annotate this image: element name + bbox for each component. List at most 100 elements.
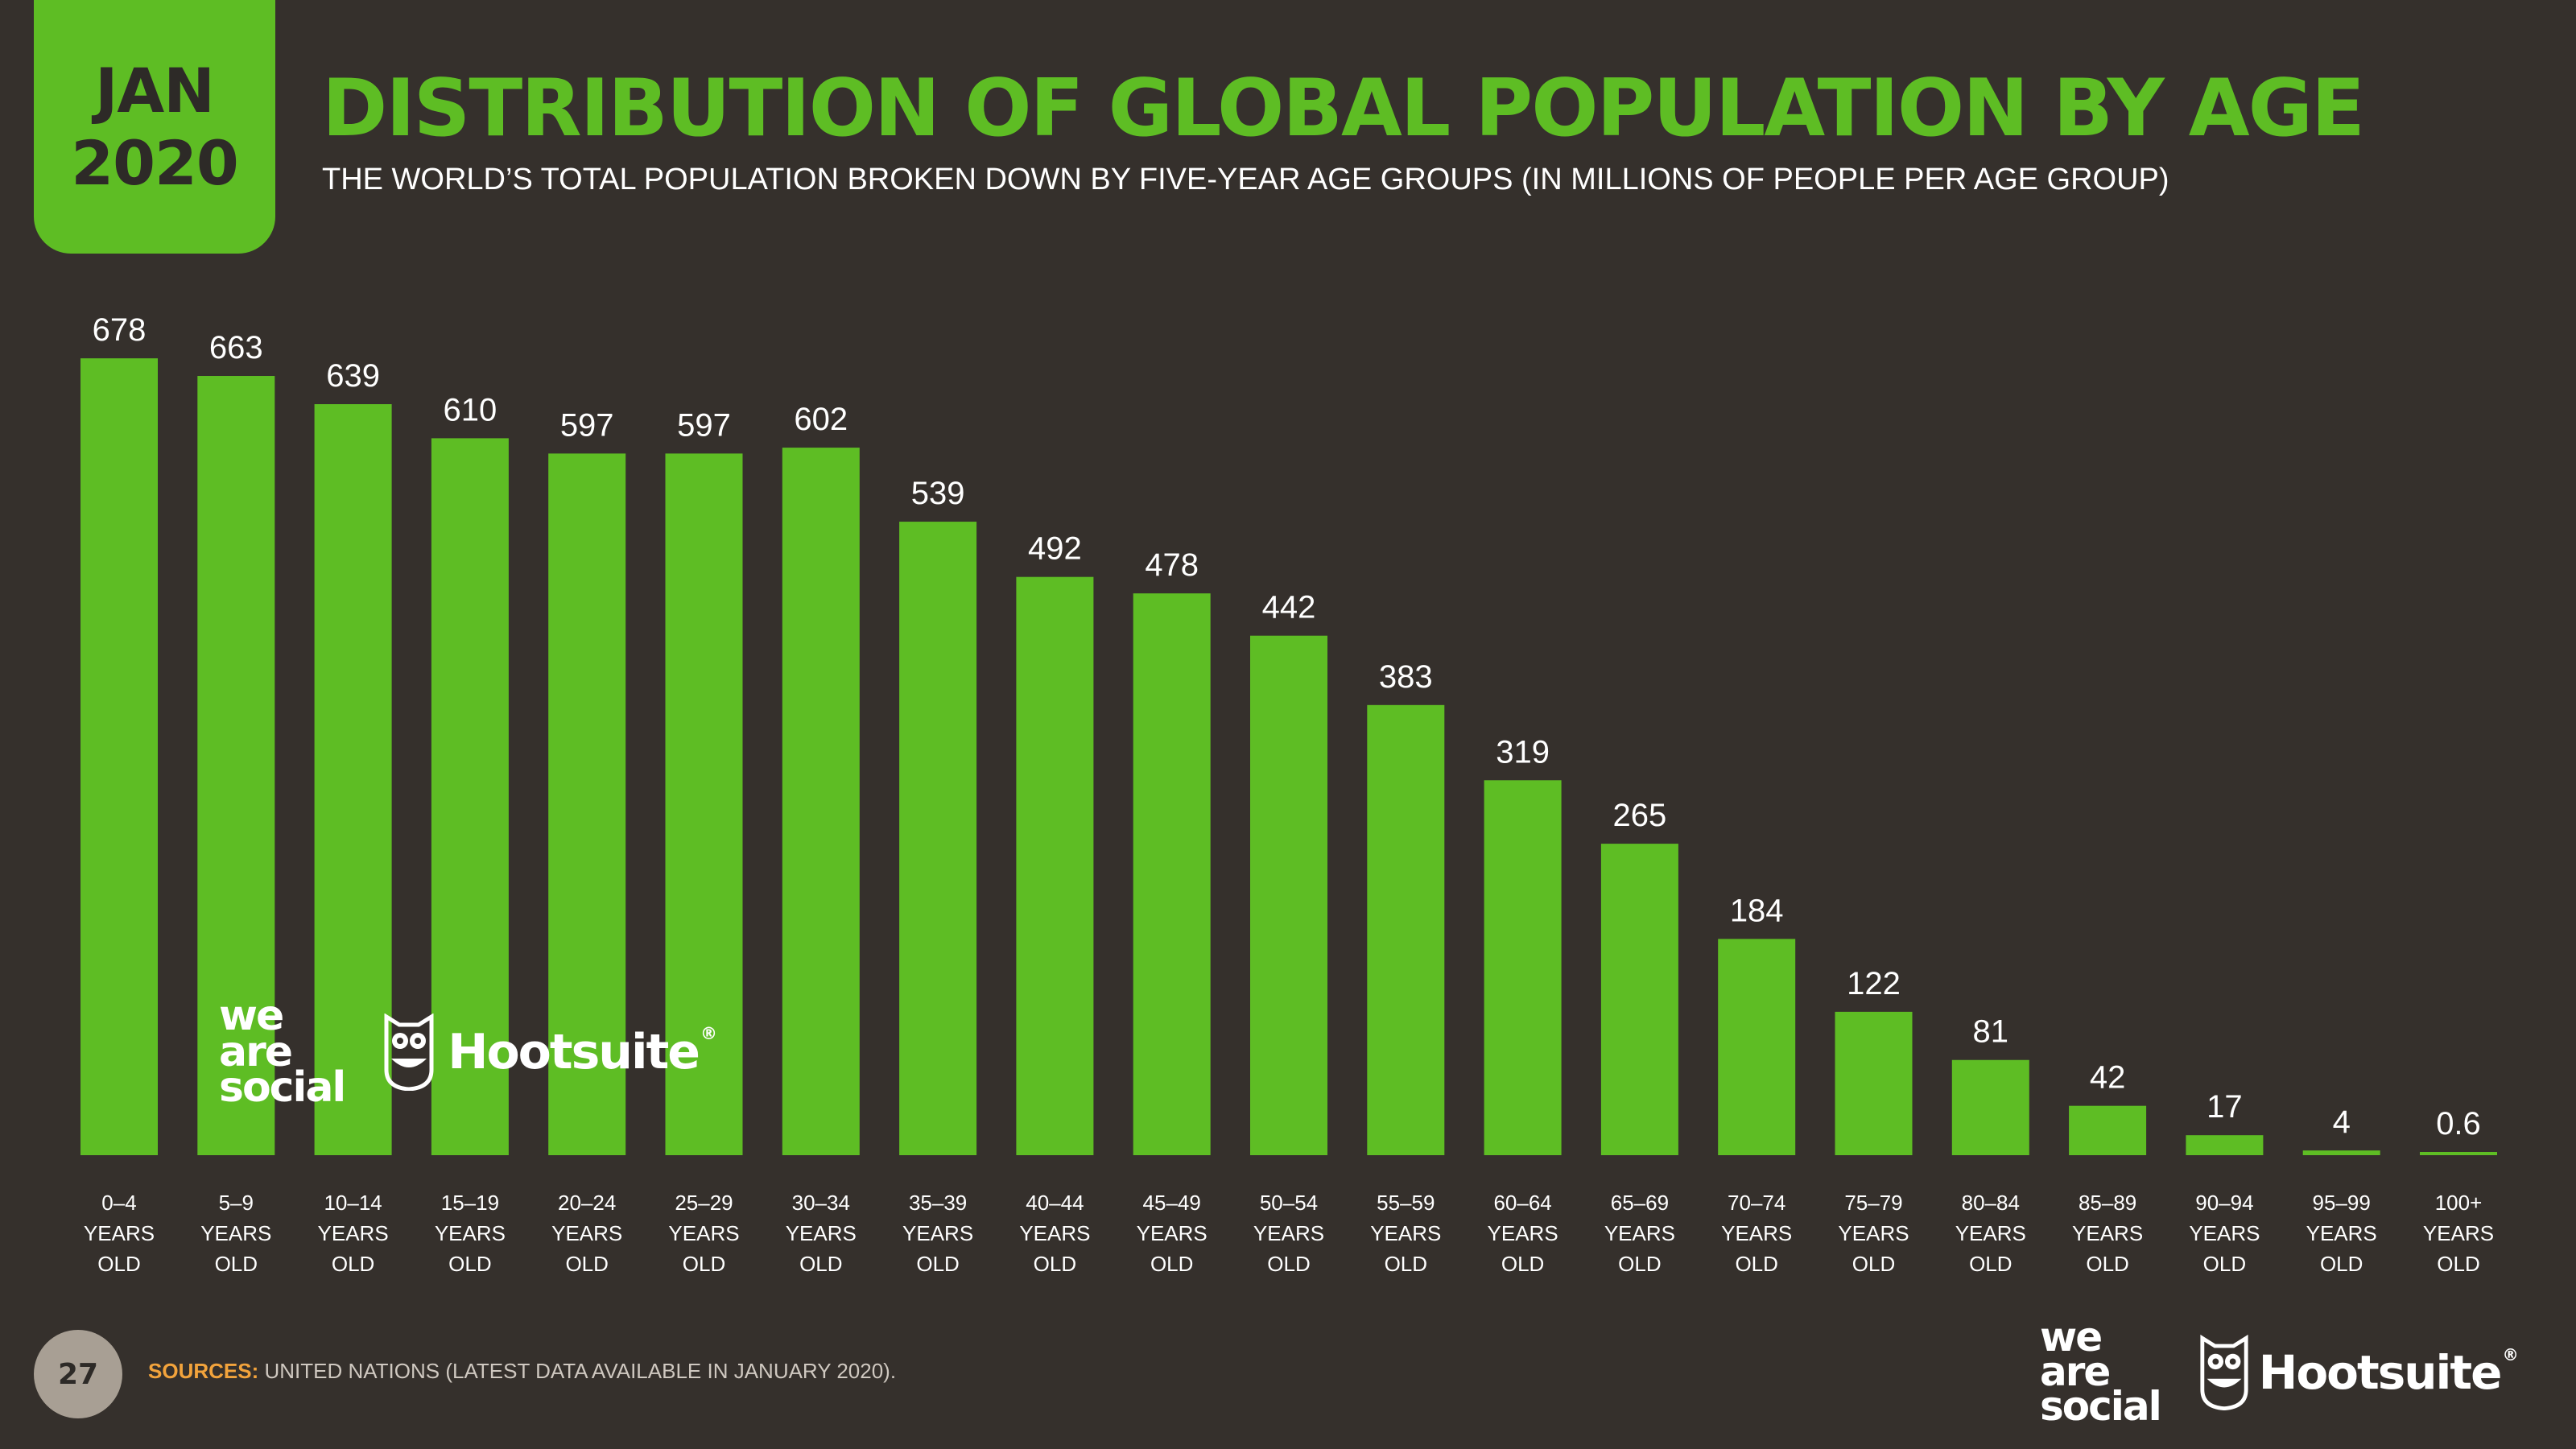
bar-5 <box>665 453 743 1155</box>
tick-label-18-2: OLD <box>2203 1252 2246 1276</box>
tick-label-12-1: YEARS <box>1488 1221 1558 1245</box>
sources-text: UNITED NATIONS (LATEST DATA AVAILABLE IN… <box>264 1359 897 1383</box>
tick-label-7-0: 35–39 <box>909 1191 967 1215</box>
date-month: JAN <box>95 54 215 126</box>
data-label-1: 663 <box>209 330 263 365</box>
tick-label-19-0: 95–99 <box>2313 1191 2371 1215</box>
tick-label-17-0: 85–89 <box>2079 1191 2136 1215</box>
data-label-17: 42 <box>2090 1060 2126 1096</box>
tick-label-9-0: 45–49 <box>1143 1191 1201 1215</box>
tick-label-9-1: YEARS <box>1137 1221 1208 1245</box>
page-number-badge: 27 <box>34 1330 122 1418</box>
date-tab: JAN 2020 <box>34 0 275 254</box>
bar-19 <box>2302 1150 2380 1155</box>
hootsuite-logo: Hootsuite® <box>448 1024 717 1081</box>
tick-label-12-0: 60–64 <box>1493 1191 1551 1215</box>
tick-label-14-2: OLD <box>1735 1252 1777 1276</box>
tick-label-19-2: OLD <box>2320 1252 2363 1276</box>
tick-label-16-0: 80–84 <box>1962 1191 2020 1215</box>
tick-label-1-1: YEARS <box>200 1221 271 1245</box>
tick-label-15-1: YEARS <box>1838 1221 1909 1245</box>
tick-label-13-0: 65–69 <box>1611 1191 1669 1215</box>
bar-10 <box>1250 635 1327 1155</box>
tick-label-0-1: YEARS <box>84 1221 155 1245</box>
tick-label-3-0: 15–19 <box>441 1191 499 1215</box>
tick-label-13-1: YEARS <box>1604 1221 1675 1245</box>
bar-15 <box>1835 1011 1913 1155</box>
tick-label-10-0: 50–54 <box>1260 1191 1318 1215</box>
bar-1 <box>197 376 275 1155</box>
tick-label-4-2: OLD <box>565 1252 608 1276</box>
tick-label-6-0: 30–34 <box>792 1191 850 1215</box>
data-label-8: 492 <box>1028 531 1082 567</box>
tick-label-16-1: YEARS <box>1955 1221 2026 1245</box>
owl-icon-footer <box>2200 1334 2248 1410</box>
bar-14 <box>1718 939 1796 1155</box>
tick-label-2-0: 10–14 <box>324 1191 382 1215</box>
tick-label-9-2: OLD <box>1150 1252 1193 1276</box>
tick-label-14-1: YEARS <box>1721 1221 1792 1245</box>
tick-label-11-2: OLD <box>1385 1252 1427 1276</box>
tick-label-4-0: 20–24 <box>558 1191 616 1215</box>
bar-7 <box>899 522 977 1155</box>
tick-label-8-1: YEARS <box>1019 1221 1090 1245</box>
tick-label-11-1: YEARS <box>1370 1221 1441 1245</box>
data-label-0: 678 <box>93 312 147 348</box>
data-label-19: 4 <box>2333 1104 2351 1140</box>
tick-label-7-2: OLD <box>916 1252 959 1276</box>
tick-label-10-1: YEARS <box>1253 1221 1324 1245</box>
bar-3 <box>431 438 509 1155</box>
bar-8 <box>1016 576 1094 1155</box>
data-label-18: 17 <box>2207 1089 2243 1125</box>
tick-label-13-2: OLD <box>1618 1252 1661 1276</box>
tick-label-20-1: YEARS <box>2423 1221 2494 1245</box>
tick-label-3-2: OLD <box>448 1252 491 1276</box>
data-label-20: 0.6 <box>2436 1106 2481 1141</box>
bar-11 <box>1367 704 1445 1155</box>
we-are-social-logo: we are social <box>219 992 346 1113</box>
bar-2 <box>314 404 392 1155</box>
tick-label-1-2: OLD <box>215 1252 258 1276</box>
bar-13 <box>1600 844 1678 1155</box>
data-label-16: 81 <box>1973 1014 2009 1050</box>
data-label-9: 478 <box>1145 547 1199 583</box>
tick-label-5-0: 25–29 <box>675 1191 733 1215</box>
tick-label-1-0: 5–9 <box>219 1191 254 1215</box>
owl-icon <box>384 1013 434 1092</box>
tick-label-2-2: OLD <box>332 1252 374 1276</box>
tick-label-17-2: OLD <box>2086 1252 2128 1276</box>
data-label-13: 265 <box>1613 798 1667 833</box>
tick-label-6-2: OLD <box>799 1252 842 1276</box>
sources-note: SOURCES: UNITED NATIONS (LATEST DATA AVA… <box>148 1359 896 1384</box>
data-label-5: 597 <box>677 407 731 443</box>
data-label-3: 610 <box>444 392 497 427</box>
tick-label-20-0: 100+ <box>2435 1191 2483 1215</box>
tick-label-19-1: YEARS <box>2306 1221 2377 1245</box>
tick-label-10-2: OLD <box>1267 1252 1310 1276</box>
data-label-10: 442 <box>1262 590 1316 625</box>
bar-18 <box>2186 1135 2264 1155</box>
bar-17 <box>2069 1105 2147 1155</box>
footer-logos: we are social Hootsuite® <box>2040 1317 2519 1426</box>
tick-label-7-1: YEARS <box>902 1221 973 1245</box>
tick-label-0-2: OLD <box>97 1252 140 1276</box>
tick-label-5-2: OLD <box>683 1252 725 1276</box>
hootsuite-logo-footer: Hootsuite® <box>2258 1344 2519 1400</box>
bar-6 <box>782 448 860 1155</box>
data-label-2: 639 <box>326 358 380 394</box>
tick-label-15-2: OLD <box>1852 1252 1895 1276</box>
bar-12 <box>1484 780 1562 1155</box>
tick-label-0-0: 0–4 <box>101 1191 136 1215</box>
tick-label-16-2: OLD <box>1969 1252 2012 1276</box>
tick-label-20-2: OLD <box>2437 1252 2479 1276</box>
sources-label: SOURCES: <box>148 1359 259 1383</box>
page-subtitle: THE WORLD’S TOTAL POPULATION BROKEN DOWN… <box>322 163 2169 196</box>
tick-label-18-1: YEARS <box>2189 1221 2260 1245</box>
tick-label-14-0: 70–74 <box>1728 1191 1785 1215</box>
tick-label-2-1: YEARS <box>318 1221 389 1245</box>
tick-label-4-1: YEARS <box>551 1221 622 1245</box>
tick-label-3-1: YEARS <box>435 1221 506 1245</box>
tick-label-8-0: 40–44 <box>1026 1191 1084 1215</box>
tick-label-15-0: 75–79 <box>1844 1191 1902 1215</box>
